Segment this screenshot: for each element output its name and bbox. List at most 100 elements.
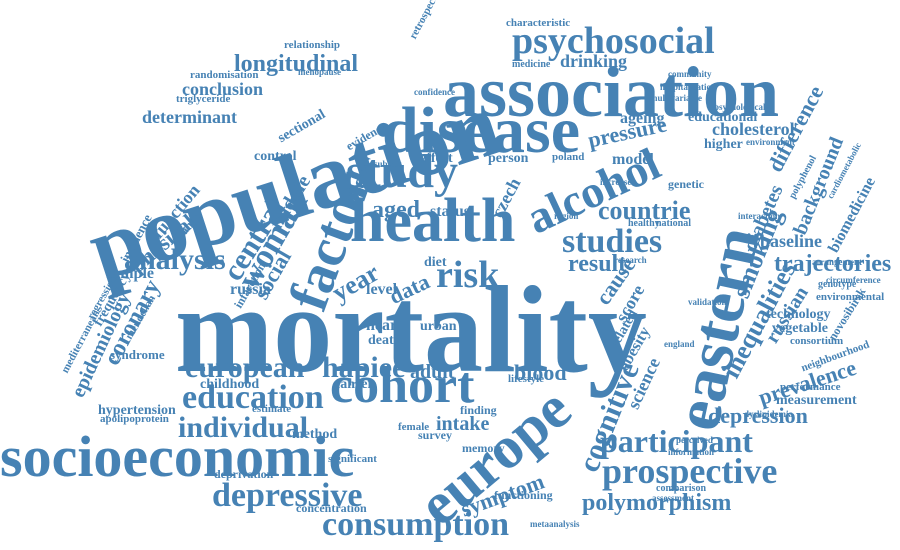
- word: depressive: [212, 477, 363, 514]
- word: performance: [780, 381, 841, 393]
- word: retrospective: [407, 0, 447, 42]
- word: baseline: [760, 231, 823, 251]
- word: trajectories: [774, 251, 892, 277]
- word: survey: [418, 428, 452, 442]
- word: cohort: [330, 357, 475, 414]
- word: memory: [462, 441, 505, 455]
- word: intake: [436, 413, 490, 435]
- word: increase: [600, 177, 632, 187]
- word: validation: [688, 297, 727, 307]
- word: triglyceride: [176, 93, 231, 105]
- word: comparison: [656, 483, 706, 494]
- word: randomisation: [190, 69, 259, 81]
- word: female: [398, 421, 430, 433]
- word: participant: [600, 423, 753, 459]
- word: association: [443, 52, 780, 132]
- word: determinant: [142, 107, 237, 127]
- word: subject: [374, 159, 402, 169]
- word: poland: [552, 151, 585, 163]
- word: educational: [688, 110, 758, 125]
- word: diet: [424, 255, 447, 270]
- word: england: [664, 339, 695, 349]
- word: genotype: [818, 279, 857, 290]
- word: individual: [178, 411, 309, 444]
- word: apolipoprotein: [100, 413, 169, 425]
- word: study: [346, 145, 459, 198]
- word: psychological: [714, 102, 766, 112]
- word: measurement: [776, 393, 857, 408]
- word: higher: [704, 137, 743, 152]
- word: characteristic: [506, 17, 571, 29]
- word: control: [254, 149, 297, 164]
- word: assessment: [652, 493, 694, 503]
- word: cancer: [334, 377, 374, 392]
- word: mortality: [175, 260, 647, 399]
- word: lifestyle: [508, 373, 545, 385]
- word: polymorphism: [582, 490, 732, 516]
- word: multivariable: [650, 93, 702, 103]
- word: technology: [766, 307, 831, 322]
- word: risk: [436, 254, 500, 296]
- word: hypertension: [98, 403, 176, 418]
- word: vegetable: [772, 321, 828, 336]
- word: health: [350, 187, 516, 255]
- word: metaanalysis: [530, 519, 580, 529]
- word: countrie: [598, 196, 691, 225]
- word: aged: [372, 197, 420, 223]
- word: adult: [410, 361, 455, 383]
- word: education: [182, 379, 324, 416]
- word: perceived: [676, 435, 713, 445]
- word: blood: [514, 360, 567, 385]
- word: environmental: [816, 291, 885, 303]
- word: confidence: [414, 87, 455, 97]
- word: community: [668, 69, 712, 79]
- word: psychosocial: [512, 20, 715, 62]
- word: conclusion: [182, 79, 264, 99]
- word: childhood: [200, 377, 260, 392]
- word: medicine: [512, 59, 551, 70]
- word: longitudinal: [234, 51, 359, 77]
- word: deprivation: [214, 467, 274, 481]
- word: person: [488, 151, 529, 166]
- word: circumference: [826, 275, 881, 285]
- word: interaction: [738, 211, 780, 221]
- word: consumption: [322, 506, 510, 543]
- word: ageing: [620, 110, 665, 127]
- word: syndrome: [110, 347, 165, 362]
- word: status: [430, 203, 471, 220]
- word: studies: [562, 223, 663, 260]
- word: model: [612, 151, 654, 168]
- word: concentration: [296, 501, 367, 515]
- word: death: [368, 333, 402, 348]
- word: national: [656, 218, 692, 229]
- word: urban: [420, 319, 457, 334]
- word: heart: [366, 317, 403, 334]
- word: relationship: [284, 39, 341, 51]
- word: research: [614, 255, 647, 265]
- word: cholesterol: [712, 119, 795, 139]
- word: genetic: [668, 177, 704, 191]
- word: finding: [460, 403, 497, 417]
- word: dyslipidemia: [744, 409, 794, 419]
- word: result: [568, 251, 627, 277]
- word: region: [554, 211, 579, 221]
- word: healthy: [628, 218, 660, 229]
- word: hapiee: [322, 351, 406, 384]
- word: information: [668, 447, 714, 457]
- word: estimate: [252, 403, 292, 415]
- word: socioeconomic: [0, 424, 355, 489]
- word: menopause: [298, 67, 342, 77]
- word: sample: [106, 265, 154, 282]
- word: method: [292, 427, 338, 442]
- word: effect: [420, 151, 453, 166]
- word: russia: [230, 281, 271, 298]
- word: consortium: [790, 335, 844, 347]
- word: european: [185, 351, 305, 384]
- word: prospective: [602, 451, 778, 491]
- word: arrangement: [812, 257, 862, 267]
- word: significant: [328, 453, 377, 465]
- word: hospitalisation: [660, 82, 717, 92]
- word: analysis: [124, 243, 226, 276]
- word: drinking: [560, 51, 628, 71]
